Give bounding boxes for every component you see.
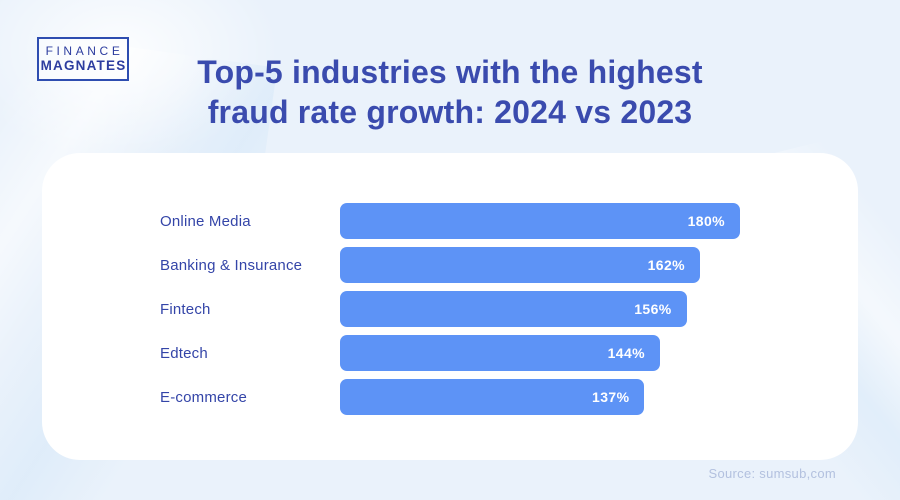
bar-track: 180% <box>340 203 740 239</box>
bar-value-label: 156% <box>634 301 672 317</box>
bar-track: 162% <box>340 247 740 283</box>
bar-value-label: 162% <box>647 257 685 273</box>
source-attribution: Source: sumsub,com <box>708 466 836 481</box>
chart-row: Fintech 156% <box>42 291 858 327</box>
bar: 162% <box>340 247 700 283</box>
chart-row: Edtech 144% <box>42 335 858 371</box>
bar-value-label: 180% <box>687 213 725 229</box>
logo-text-magnates: MAGNATES <box>40 58 127 74</box>
chart-card: Online Media 180% Banking & Insurance 162% F… <box>42 153 858 460</box>
bar-chart: Online Media 180% Banking & Insurance 162% F… <box>42 203 858 415</box>
bar: 144% <box>340 335 660 371</box>
bar-track: 144% <box>340 335 740 371</box>
category-label: Online Media <box>160 212 251 230</box>
page-title-line1: Top-5 industries with the highest <box>197 54 703 90</box>
bar-value-label: 137% <box>592 389 630 405</box>
category-label: Edtech <box>160 344 208 362</box>
bar-track: 137% <box>340 379 740 415</box>
category-label: E-commerce <box>160 388 248 406</box>
logo-text-finance: FINANCE <box>45 43 124 58</box>
bar: 137% <box>340 379 645 415</box>
bar-track: 156% <box>340 291 740 327</box>
page-title-line2: fraud rate growth: 2024 vs 2023 <box>207 94 693 130</box>
chart-row: E-commerce 137% <box>42 379 858 415</box>
category-label: Banking & Insurance <box>160 256 303 274</box>
chart-row: Online Media 180% <box>42 203 858 239</box>
bar: 180% <box>340 203 740 239</box>
chart-row: Banking & Insurance 162% <box>42 247 858 283</box>
category-label: Fintech <box>160 300 211 318</box>
bar: 156% <box>340 291 687 327</box>
finance-magnates-logo: FINANCE MAGNATES <box>37 37 129 81</box>
bar-value-label: 144% <box>607 345 645 361</box>
page-title: Top-5 industries with the highest fraud … <box>0 52 900 132</box>
